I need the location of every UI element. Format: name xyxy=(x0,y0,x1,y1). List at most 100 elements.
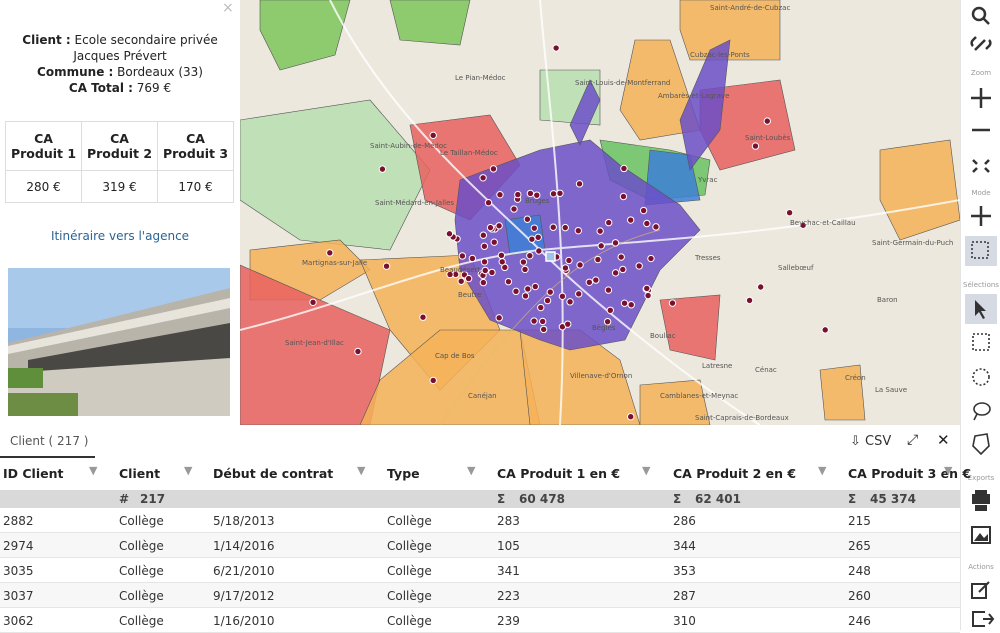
client-dot xyxy=(497,251,506,260)
header: CA Produit 2 xyxy=(81,121,158,171)
section-label: Sélections xyxy=(963,281,999,289)
cell: Collège xyxy=(387,614,432,628)
filter-icon[interactable]: ▼ xyxy=(944,464,953,477)
cell: 353 xyxy=(673,564,696,578)
section-label: Exports xyxy=(967,474,995,482)
client-dot xyxy=(627,301,635,309)
client-dot xyxy=(745,296,754,305)
client-dot xyxy=(763,117,771,125)
place-label: Villenave-d'Ornon xyxy=(570,372,632,380)
client-dot xyxy=(549,190,558,198)
filter-icon[interactable]: ▼ xyxy=(357,464,366,477)
cell: 9/17/2012 xyxy=(213,589,275,603)
row-bg xyxy=(0,533,960,558)
client-dot xyxy=(533,191,541,199)
client-dot xyxy=(605,218,613,227)
expand-button[interactable]: ⤢ xyxy=(907,432,919,448)
active-tool[interactable] xyxy=(965,236,997,266)
client-dot xyxy=(635,262,643,270)
client-dot xyxy=(575,290,583,298)
client-dot xyxy=(479,174,487,182)
filter-icon[interactable]: ▼ xyxy=(467,464,476,477)
label: Commune : xyxy=(37,65,114,79)
cell: 246 xyxy=(848,614,871,628)
grid-body: ID Client ▼ Client ▼ Début de contrat ▼ Type ▼ C… xyxy=(0,458,971,633)
csv-label: CSV xyxy=(865,434,892,449)
client-dot xyxy=(652,223,660,231)
place-label: Cénac xyxy=(755,366,777,374)
route-link[interactable]: Itinéraire vers l'agence xyxy=(50,229,190,243)
place-label: Saint-Loubès xyxy=(745,134,791,142)
client-dot xyxy=(668,299,677,307)
place-label: Saint-Médard-en-Jalles xyxy=(375,199,454,207)
client-dot xyxy=(488,268,496,277)
client-dot xyxy=(446,270,454,279)
data-grid: Client ( 217 ) ⇩ CSV ⤢ ✕ ID Client ▼ Clien… xyxy=(0,425,971,633)
place-label: Cubzac-les-Ponts xyxy=(690,51,750,59)
client-name: Ecole secondaire privée Jacques Prévert xyxy=(73,33,218,63)
label: Client : xyxy=(22,33,71,47)
client-dot xyxy=(561,264,570,272)
place-label: Ambarès-et-Lagrave xyxy=(658,92,729,100)
photo xyxy=(8,268,230,416)
cell: 2974 xyxy=(3,539,34,553)
client-dot xyxy=(604,286,613,294)
close-icon[interactable]: × xyxy=(222,0,234,16)
row-line xyxy=(0,532,960,533)
client-dot xyxy=(627,413,635,421)
client-dot xyxy=(626,216,635,224)
filter-icon[interactable]: ▼ xyxy=(818,464,827,477)
column-header: ID Client xyxy=(3,466,64,481)
client-dot xyxy=(526,189,535,198)
place-label: Saint-Louis-de-Montferrand xyxy=(575,79,670,87)
client-dot xyxy=(785,209,794,217)
cell: Collège xyxy=(119,564,164,578)
close-button[interactable]: ✕ xyxy=(937,431,950,449)
sum-symbol: Σ xyxy=(497,492,506,506)
client-dot xyxy=(539,325,548,334)
cell: Collège xyxy=(119,614,164,628)
client-dot xyxy=(558,292,567,301)
cell: Collège xyxy=(119,514,164,528)
client-dot xyxy=(481,266,489,275)
client-dot xyxy=(647,254,655,263)
row-bg xyxy=(0,583,960,608)
client-dot xyxy=(458,252,467,260)
column-header: CA Produit 1 en € xyxy=(497,466,621,481)
client-dot xyxy=(799,221,807,229)
client-dot xyxy=(596,227,604,235)
client-dot xyxy=(585,278,594,287)
client-dot xyxy=(484,198,493,207)
cell: 5/18/2013 xyxy=(213,514,275,528)
client-info: Client : Ecole secondaire privée Jacques… xyxy=(5,32,235,96)
client-dot xyxy=(592,276,600,284)
filter-icon[interactable]: ▼ xyxy=(89,464,98,477)
client-dot xyxy=(382,262,391,270)
place-label: Beutre xyxy=(458,291,481,299)
filter-icon[interactable]: ▼ xyxy=(642,464,651,477)
filter-icon[interactable]: ▼ xyxy=(184,464,193,477)
client-dot xyxy=(528,235,536,243)
place-label: Cap de Bos xyxy=(435,352,475,360)
label: CA Total : xyxy=(68,81,133,95)
tab[interactable]: Client ( 217 ) xyxy=(10,434,89,448)
cell: 283 xyxy=(497,514,520,528)
client-dot xyxy=(524,285,532,293)
cell: 341 xyxy=(497,564,520,578)
cell: 265 xyxy=(848,539,871,553)
cell: 223 xyxy=(497,589,520,603)
client-dot xyxy=(479,278,488,287)
toolbar-icons xyxy=(965,6,997,627)
client-dot xyxy=(561,223,569,232)
value: 170 € xyxy=(157,170,234,203)
cell: Collège xyxy=(119,589,164,603)
cell: 287 xyxy=(673,589,696,603)
client-dot xyxy=(620,164,628,173)
client-dot xyxy=(530,317,538,325)
client-dot xyxy=(546,288,554,296)
place-label: Saint-Germain-du-Puch xyxy=(872,239,953,247)
client-dot xyxy=(512,287,520,296)
client-dot xyxy=(419,313,427,321)
client-dot xyxy=(510,205,518,213)
csv-button[interactable]: ⇩ CSV xyxy=(850,434,892,449)
